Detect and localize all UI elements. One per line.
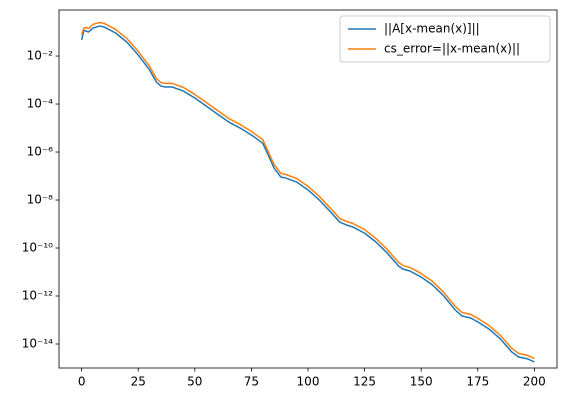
x-tick-label: 125: [353, 375, 376, 389]
y-tick-label: 10⁻⁸: [27, 193, 54, 207]
y-tick-label: 10⁻¹⁰: [22, 241, 53, 255]
legend-box: [339, 15, 551, 63]
y-tick-label: 10⁻⁴: [27, 97, 54, 111]
x-tick-label: 200: [523, 375, 546, 389]
legend-label: ||A[x-mean(x)]||: [384, 22, 480, 36]
legend-label: cs_error=||x-mean(x)||: [384, 42, 520, 56]
x-tick-label: 175: [466, 375, 489, 389]
x-tick-label: 50: [187, 375, 202, 389]
y-tick-label: 10⁻¹²: [22, 289, 53, 303]
legend: ||A[x-mean(x)]|| cs_error=||x-mean(x)||: [339, 15, 551, 63]
series-line: [80, 25, 535, 363]
x-tick-label: 0: [78, 375, 86, 389]
y-tick-label: 10⁻²: [27, 49, 54, 63]
y-tick-label: 10⁻¹⁴: [22, 337, 53, 351]
x-tick-label: 75: [244, 375, 259, 389]
x-tick-label: 25: [131, 375, 146, 389]
x-tick-label: 100: [297, 375, 320, 389]
y-tick-label: 10⁻⁶: [27, 145, 54, 159]
x-tick-label: 150: [410, 375, 433, 389]
series-line: [80, 21, 535, 360]
